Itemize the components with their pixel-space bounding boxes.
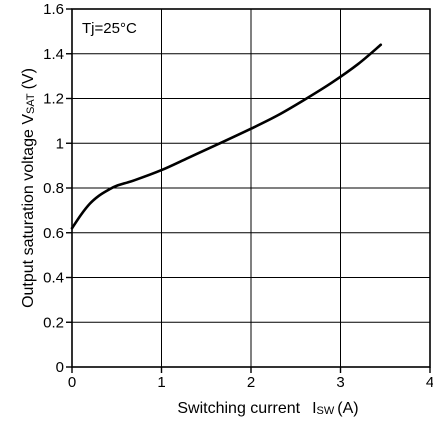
y-tick-label: 0 <box>56 359 64 376</box>
x-tick-label: 3 <box>336 374 344 391</box>
x-tick-labels: 0 1 2 3 4 <box>68 374 433 391</box>
x-axis-label: Switching current ISW (A) <box>177 400 358 417</box>
y-tick-label: 1.6 <box>43 1 64 18</box>
grid-lines <box>72 9 430 367</box>
y-tick-label: 0.2 <box>43 314 64 331</box>
x-axis-label-text: Switching current <box>177 400 300 417</box>
x-axis-label-unit: (A) <box>337 400 358 417</box>
y-tick-label: 1 <box>56 135 64 152</box>
y-axis-label-subscript: SAT <box>25 93 37 114</box>
y-tick-label: 1.2 <box>43 91 64 108</box>
y-tick-label: 1.4 <box>43 46 64 63</box>
x-tick-label: 2 <box>247 374 255 391</box>
condition-annotation: Tj=25°C <box>82 20 137 37</box>
tick-marks <box>66 8 431 373</box>
y-tick-label: 0.6 <box>43 225 64 242</box>
x-axis-label-subscript: SW <box>317 405 335 417</box>
y-tick-label: 0.4 <box>43 270 64 287</box>
y-axis-label-unit: (V) <box>20 68 37 89</box>
x-axis-label-symbol: I <box>312 400 316 417</box>
series-line <box>70 43 383 230</box>
y-tick-labels: 0 0.2 0.4 0.6 0.8 1 1.2 1.4 1.6 <box>43 1 64 376</box>
x-tick-label: 0 <box>68 374 76 391</box>
y-tick-label: 0.8 <box>43 180 64 197</box>
x-tick-label: 1 <box>157 374 165 391</box>
x-tick-label: 4 <box>426 374 433 391</box>
y-axis-label: Output saturation voltage VSAT (V) <box>20 68 37 308</box>
y-axis-label-text: Output saturation voltage V <box>20 114 37 308</box>
